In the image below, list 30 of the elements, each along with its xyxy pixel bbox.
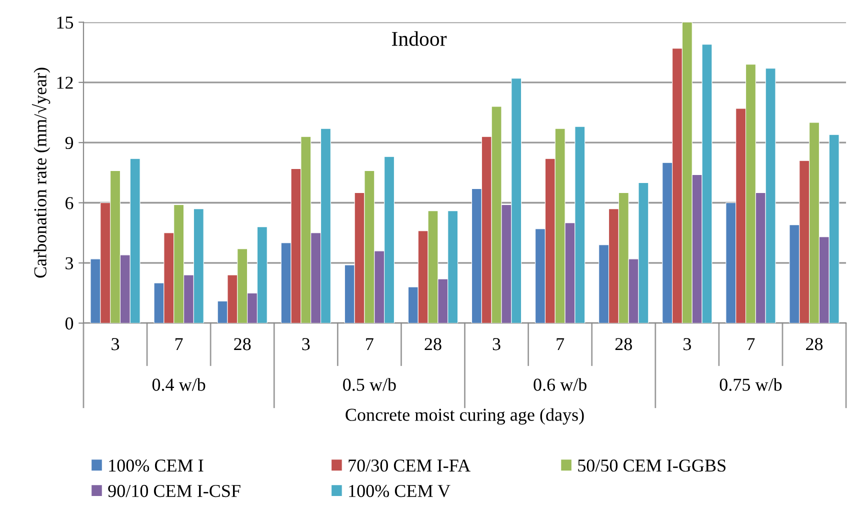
x-tick-label: 28 — [424, 338, 442, 350]
legend-label: 90/10 CEM I-CSF — [108, 484, 240, 498]
x-tick-label: 7 — [366, 338, 374, 350]
y-tick-label: 3 — [66, 257, 74, 270]
legend-label: 100% CEM I — [109, 459, 204, 472]
x-axis-title: Concrete moist curing age (days) — [346, 408, 584, 425]
x-tick-label: 28 — [615, 338, 632, 350]
y-tick-label: 9 — [65, 136, 74, 150]
legend-label: 100% CEM V — [349, 484, 450, 498]
chart-title: Indoor — [392, 31, 447, 46]
x-tick-label: 7 — [175, 338, 183, 350]
x-tick-label: 3 — [684, 338, 691, 350]
y-tick-label: 12 — [57, 76, 73, 89]
y-tick-label: 6 — [66, 197, 74, 210]
legend-label: 50/50 CEM I-GGBS — [578, 459, 726, 472]
x-tick-label: 3 — [112, 338, 120, 350]
y-tick-label: 0 — [65, 317, 74, 330]
legend-label: 70/30 CEM I-FA — [348, 459, 470, 472]
x-tick-label: 7 — [556, 338, 564, 350]
y-axis-title: Carbonation rate (mm/√year) — [32, 68, 50, 278]
x-tick-label: 28 — [234, 338, 251, 350]
text: 0.5 w/b — [343, 378, 396, 391]
text: 0.75 w/b — [720, 378, 782, 391]
x-tick-label: 3 — [492, 338, 500, 350]
x-tick-label: 28 — [806, 338, 823, 350]
text: 0.6 w/b — [534, 378, 586, 391]
x-tick-label: 3 — [302, 338, 310, 350]
text: 0.4 w/b — [152, 378, 206, 391]
x-tick-label: 7 — [747, 338, 755, 350]
y-tick-label: 15 — [57, 16, 74, 29]
